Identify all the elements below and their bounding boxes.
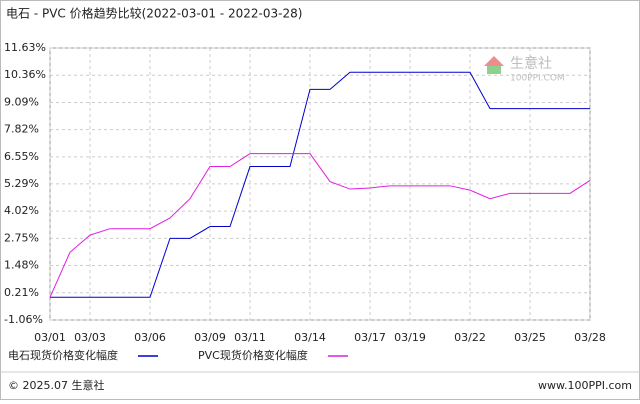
- watermark-logo: [487, 66, 501, 74]
- y-tick-label: -1.06%: [4, 313, 43, 326]
- watermark-name: 生意社: [510, 55, 552, 72]
- footer-right: www.100PPI.com: [538, 379, 632, 392]
- legend-label: 电石现货价格变化幅度: [8, 348, 118, 362]
- watermark-logo: [484, 56, 504, 66]
- y-tick-label: 10.36%: [4, 68, 46, 81]
- x-tick-label: 03/14: [294, 331, 326, 344]
- watermark-site: 100PPI.COM: [510, 74, 565, 84]
- y-tick-label: 5.29%: [4, 177, 39, 190]
- legend-label: PVC现货价格变化幅度: [198, 348, 308, 362]
- series-line: [49, 153, 591, 298]
- y-tick-label: 11.63%: [4, 41, 46, 54]
- y-tick-label: 2.75%: [4, 231, 39, 244]
- x-tick-label: 03/17: [354, 331, 386, 344]
- x-tick-label: 03/25: [514, 331, 546, 344]
- x-tick-label: 03/06: [134, 331, 166, 344]
- watermark: 生意社 100PPI.COM: [484, 55, 565, 84]
- y-tick-label: 1.48%: [4, 259, 39, 272]
- y-tick-label: 7.82%: [4, 123, 39, 136]
- x-tick-label: 03/28: [574, 331, 606, 344]
- chart-title: 电石 - PVC 价格趋势比较(2022-03-01 - 2022-03-28): [6, 6, 302, 21]
- x-tick-label: 03/03: [74, 331, 106, 344]
- x-tick-label: 03/01: [34, 331, 66, 344]
- x-tick-label: 03/09: [194, 331, 226, 344]
- y-tick-label: 9.09%: [4, 95, 39, 108]
- footer-left: © 2025.07 生意社: [8, 378, 104, 392]
- x-tick-label: 03/11: [234, 331, 266, 344]
- x-tick-label: 03/22: [454, 331, 486, 344]
- series-line: [50, 71, 590, 298]
- y-tick-label: 4.02%: [4, 204, 39, 217]
- x-tick-label: 03/19: [394, 331, 426, 344]
- y-tick-label: 0.21%: [4, 286, 39, 299]
- y-tick-label: 6.55%: [4, 150, 39, 163]
